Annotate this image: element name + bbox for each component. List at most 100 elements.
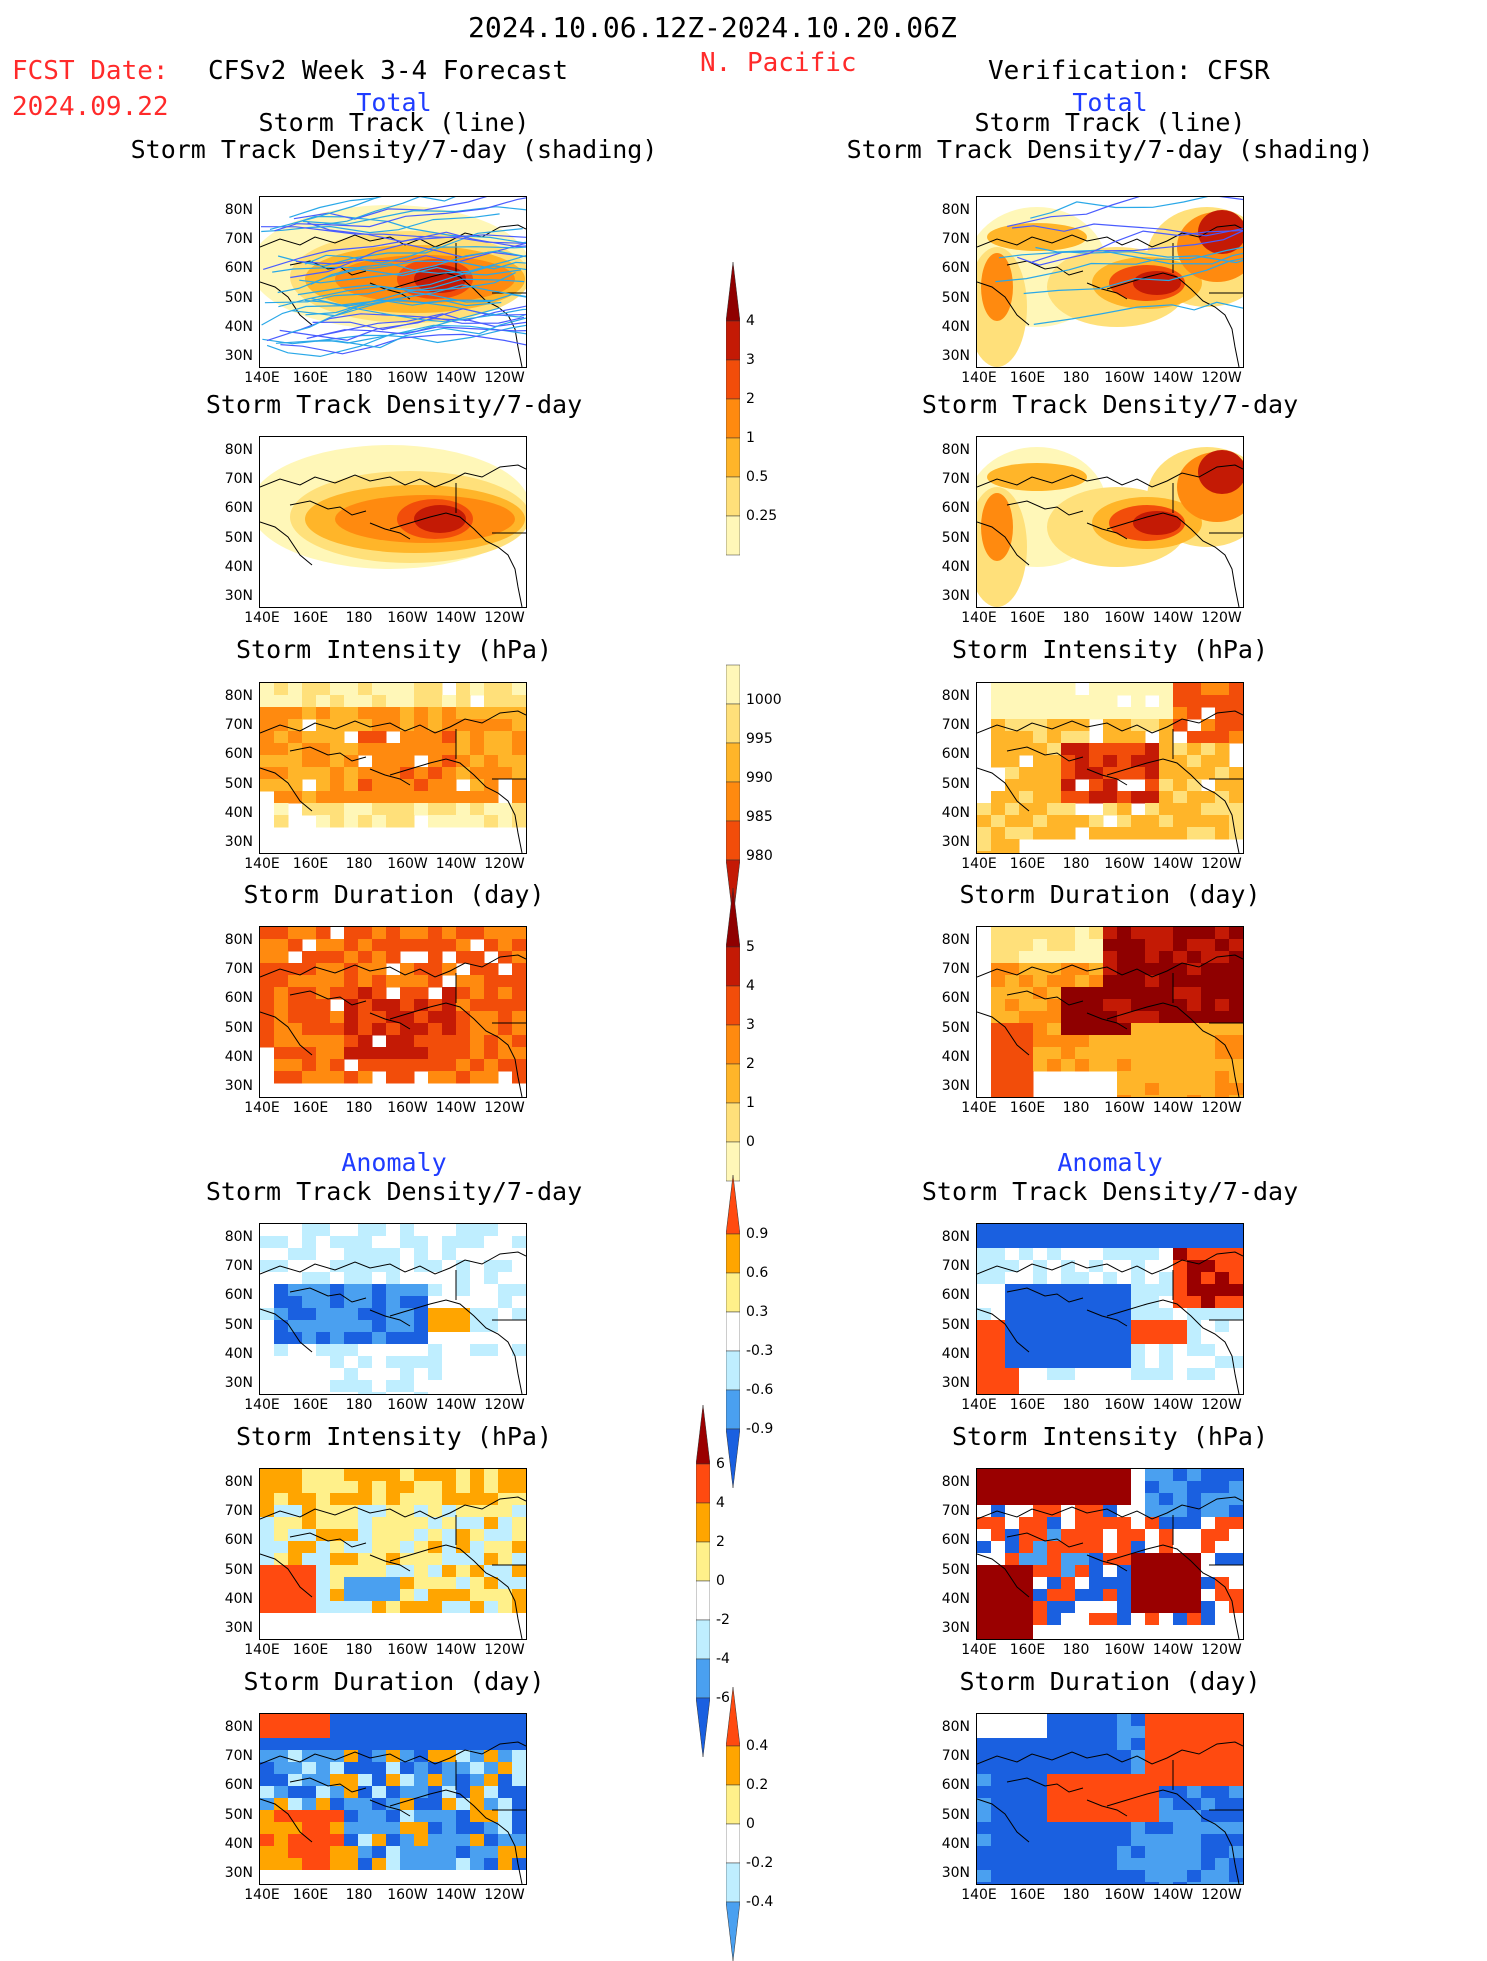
- panel-title: Storm Track Density/7-day (shading): [130, 135, 658, 164]
- lat-tick-label: 50N: [224, 529, 253, 546]
- lon-tick-label: 120W: [484, 1642, 525, 1658]
- map-frame: [259, 1223, 527, 1395]
- lat-tick-label: 40N: [941, 558, 970, 575]
- lat-tick-label: 50N: [941, 775, 970, 792]
- colorbar-segment: [696, 1463, 710, 1504]
- colorbar-segment: [726, 1389, 740, 1430]
- lat-tick-label: 60N: [941, 1777, 970, 1794]
- colorbar-tick-label: 3: [746, 352, 755, 368]
- lat-tick-label: 70N: [941, 1748, 970, 1765]
- colorbar-segment: [726, 1901, 740, 1961]
- fcst-date-value: 2024.09.22: [12, 92, 169, 122]
- lat-tick-label: 80N: [224, 1229, 253, 1245]
- lon-tick-label: 140E: [244, 370, 280, 386]
- lat-tick-label: 80N: [224, 932, 253, 948]
- colorbar-segment: [726, 781, 740, 822]
- lat-tick-label: 70N: [224, 717, 253, 734]
- colorbar-tick-label: -0.9: [746, 1421, 774, 1437]
- panel-title: Storm Intensity (hPa): [235, 635, 553, 664]
- lat-tick-label: 70N: [224, 1258, 253, 1275]
- lat-tick-label: 30N: [941, 1078, 970, 1094]
- lat-tick-label: 80N: [224, 202, 253, 218]
- lon-tick-label: 120W: [484, 1887, 525, 1903]
- colorbar-segment: [726, 437, 740, 478]
- lon-tick-label: 140W: [435, 1887, 477, 1903]
- lat-tick-label: 70N: [941, 1503, 970, 1520]
- map-frame: [976, 1223, 1244, 1395]
- lat-tick-label: 50N: [941, 1806, 970, 1823]
- colorbar-segment: [696, 1619, 710, 1660]
- colorbar-segment: [726, 703, 740, 744]
- lat-tick-label: 60N: [941, 746, 970, 763]
- map-plot: [260, 683, 526, 853]
- colorbar-tick-label: 1000: [746, 692, 782, 709]
- lat-tick-label: 50N: [224, 1806, 253, 1823]
- map-plot: [977, 1224, 1243, 1394]
- map-frame: [976, 196, 1244, 368]
- panel-title: Storm Duration (day): [959, 880, 1261, 909]
- map-plot: [977, 197, 1243, 367]
- colorbar-tick-label: 3: [746, 1017, 755, 1033]
- colorbar-segment: [696, 1405, 710, 1465]
- lon-tick-label: 140E: [244, 1887, 280, 1903]
- lon-tick-label: 140E: [961, 1397, 997, 1413]
- lon-tick-label: 120W: [484, 856, 525, 872]
- anomaly-label-left: Anomaly: [341, 1148, 447, 1177]
- map-frame: [259, 1713, 527, 1885]
- lat-tick-label: 60N: [224, 1777, 253, 1794]
- map-plot: [977, 927, 1243, 1097]
- colorbar-tick-label: 0.4: [746, 1738, 769, 1754]
- colorbar-tick-label: 995: [746, 731, 773, 748]
- lon-tick-label: 140E: [961, 610, 997, 626]
- colorbar-segment: [726, 398, 740, 439]
- colorbar-tick-label: 2: [746, 1056, 755, 1072]
- lon-tick-label: 160E: [1009, 1397, 1046, 1413]
- map-frame: [259, 436, 527, 608]
- colorbar-tick-label: 4: [746, 313, 755, 329]
- lat-tick-label: 40N: [224, 1835, 253, 1852]
- lat-tick-label: 40N: [941, 1048, 970, 1065]
- lat-tick-label: 70N: [941, 717, 970, 734]
- colorbar-segment: [696, 1697, 710, 1757]
- lat-tick-label: 60N: [941, 260, 970, 277]
- colorbar-segment: [726, 664, 740, 705]
- panel-title: Storm Track (line): [258, 108, 530, 137]
- region-label: N. Pacific: [700, 48, 857, 78]
- lat-tick-label: 50N: [941, 289, 970, 306]
- lon-tick-label: 120W: [1201, 1397, 1242, 1413]
- lat-tick-label: 30N: [224, 834, 253, 850]
- colorbar-segment: [726, 1350, 740, 1391]
- lon-tick-label: 140W: [1152, 370, 1194, 386]
- colorbar-segment: [726, 1784, 740, 1825]
- map-frame: [259, 682, 527, 854]
- colorbar-tick-label: 0.6: [746, 1265, 769, 1281]
- colorbar-segment: [726, 1862, 740, 1903]
- lon-tick-label: 140E: [244, 610, 280, 626]
- lat-tick-label: 50N: [224, 1316, 253, 1333]
- lat-tick-label: 30N: [941, 1865, 970, 1881]
- lon-tick-label: 120W: [1201, 856, 1242, 872]
- lon-tick-label: 160W: [1104, 1642, 1145, 1658]
- colorbar-segment: [696, 1502, 710, 1543]
- colorbar-segment: [726, 1175, 740, 1235]
- colorbar-tick-label: 0: [716, 1573, 725, 1589]
- colorbar-tick-label: -4: [716, 1651, 730, 1667]
- lon-tick-label: 140E: [961, 1100, 997, 1116]
- lat-tick-label: 40N: [224, 804, 253, 821]
- lat-tick-label: 70N: [941, 1258, 970, 1275]
- lon-tick-label: 120W: [1201, 1100, 1242, 1116]
- colorbar-tick-label: 5: [746, 939, 755, 955]
- lon-tick-label: 140E: [244, 1397, 280, 1413]
- panel-title: Storm Duration (day): [959, 1667, 1261, 1696]
- panel-title: Storm Track (line): [974, 108, 1246, 137]
- lon-tick-label: 180: [345, 1397, 373, 1413]
- colorbar-tick-label: 980: [746, 848, 773, 865]
- anomaly-label-right: Anomaly: [1057, 1148, 1163, 1177]
- lat-tick-label: 70N: [224, 961, 253, 978]
- lon-tick-label: 160W: [1104, 1887, 1145, 1903]
- map-plot: [977, 447, 1243, 607]
- colorbar-segment: [726, 1102, 740, 1143]
- lon-tick-label: 120W: [484, 1100, 525, 1116]
- lat-tick-label: 30N: [941, 1375, 970, 1391]
- lat-tick-label: 80N: [941, 442, 970, 458]
